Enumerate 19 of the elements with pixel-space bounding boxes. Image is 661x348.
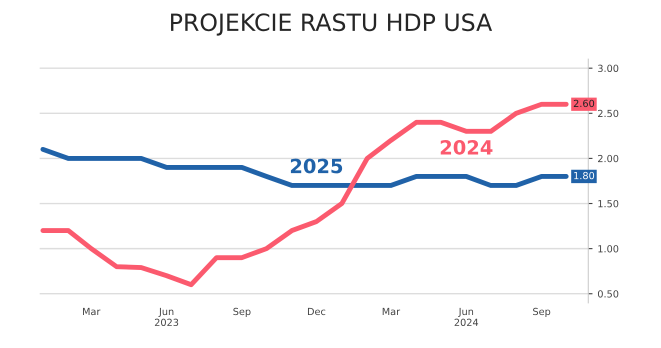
y-tick-label: 3.00 (598, 64, 618, 72)
x-tick-label: Sep (233, 308, 251, 318)
data-label: 1.80 (574, 172, 594, 180)
series-label: 2025 (290, 158, 342, 174)
x-tick-label: Jun 2023 (154, 308, 178, 326)
x-tick-label: Mar (382, 308, 400, 316)
y-tick-label: 2.00 (598, 154, 618, 162)
y-tick-label: 0.50 (598, 290, 618, 298)
y-tick-label: 1.50 (598, 200, 618, 208)
y-tick-label: 1.00 (598, 245, 618, 252)
data-label: 2.60 (574, 100, 594, 108)
series-label: 2024 (440, 140, 492, 155)
x-tick-label: Sep (533, 308, 550, 318)
line-series (40, 102, 569, 288)
y-tick-label: 2.50 (598, 110, 618, 118)
chart-title: PROJEKCIE RASTU HDP USA (171, 13, 492, 36)
x-tick-label: Dec (308, 308, 326, 316)
x-tick-label: Jun 2024 (454, 308, 478, 326)
x-tick-label: Mar (83, 308, 100, 316)
